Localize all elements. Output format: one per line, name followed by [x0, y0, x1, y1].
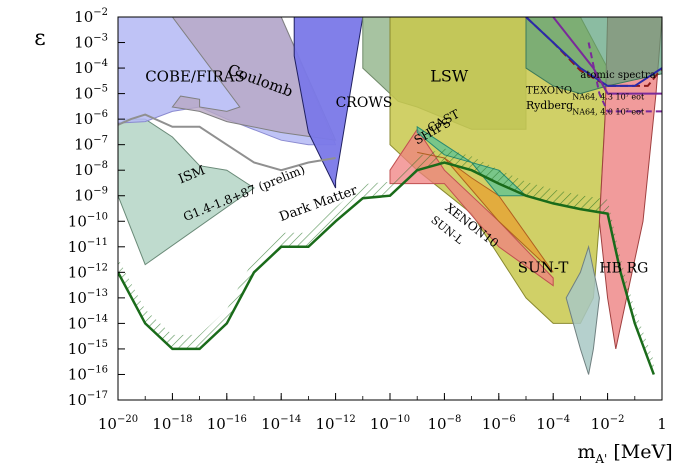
bound-lines	[118, 17, 662, 375]
region-hb	[565, 244, 600, 375]
label-rg: RG	[627, 260, 649, 276]
x-tick-label: 10−18	[152, 414, 192, 433]
y-tick-label: 10−3	[74, 33, 108, 52]
x-tick-label: 10−16	[207, 414, 247, 433]
y-tick-label: 10−8	[74, 160, 108, 179]
y-tick-label: 10−13	[68, 288, 108, 307]
label-na64-4-3-10-eot: NA64, 4.3 10⁷ eot	[572, 92, 645, 101]
region-rydberg	[525, 17, 662, 95]
line-dark-matter	[118, 161, 655, 375]
y-tick-label: 10−11	[68, 237, 108, 256]
label-na64-4-0-10-eot: NA64, 4.0 10⁷ eot	[572, 108, 645, 117]
x-tick-label: 10−20	[98, 414, 138, 433]
y-tick-label: 10−16	[68, 365, 108, 384]
y-tick-label: 10−12	[68, 262, 108, 281]
y-axis-title: ε	[34, 26, 45, 51]
x-tick-label: 10−10	[370, 414, 410, 433]
x-tick-label: 10−8	[427, 414, 461, 433]
line-g1-4-1-8-87-prelim	[118, 113, 336, 172]
label-texono: TEXONO	[526, 86, 572, 97]
dark-matter-hatch	[118, 148, 654, 375]
line-na64-4-0-10-7-eot	[587, 42, 662, 113]
label-atomic-spectra: atomic spectra	[580, 70, 655, 81]
y-axis-ticks: 10−2 10−3 10−4 10−5 10−6 10−7 10−8 10−9 10−10 10−…	[68, 7, 125, 409]
y-tick-label: 10−9	[74, 186, 108, 205]
label-sun-t: SUN-T	[518, 258, 569, 276]
line-atomic-spectra	[525, 17, 662, 87]
y-tick-label: 10−7	[74, 135, 108, 154]
line-na64-4-3-10-7-eot	[552, 17, 662, 95]
y-tick-label: 10−17	[68, 390, 108, 409]
x-tick-label: 1	[657, 415, 667, 433]
x-tick-label: 10−4	[536, 414, 570, 433]
y-tick-label: 10−14	[68, 313, 108, 332]
x-tick-label: 10−6	[482, 414, 516, 433]
y-tick-label: 10−2	[74, 7, 108, 26]
x-axis-title: mA' [MeV]	[577, 441, 672, 466]
y-tick-label: 10−15	[68, 339, 108, 358]
label-lsw: LSW	[430, 66, 469, 85]
label-hb: HB	[599, 260, 622, 276]
label-rydberg: Rydberg	[526, 99, 573, 112]
x-tick-label: 10−2	[591, 414, 625, 433]
y-tick-label: 10−6	[74, 109, 108, 128]
region-xenon10	[389, 128, 554, 287]
excluded-regions	[118, 17, 662, 375]
y-tick-label: 10−5	[74, 84, 108, 103]
x-axis-ticks: 10−20 10−18 10−16 10−14 10−12 10−10 10−8 10−6 10…	[98, 393, 667, 433]
label-crows: CROWS	[336, 95, 393, 111]
x-tick-label: 10−14	[261, 414, 301, 433]
region-crows	[293, 17, 364, 189]
label-cobe-firas: COBE/FIRAS	[145, 67, 245, 85]
y-tick-label: 10−4	[74, 58, 108, 77]
y-tick-label: 10−10	[68, 211, 108, 230]
x-tick-label: 10−12	[315, 414, 355, 433]
